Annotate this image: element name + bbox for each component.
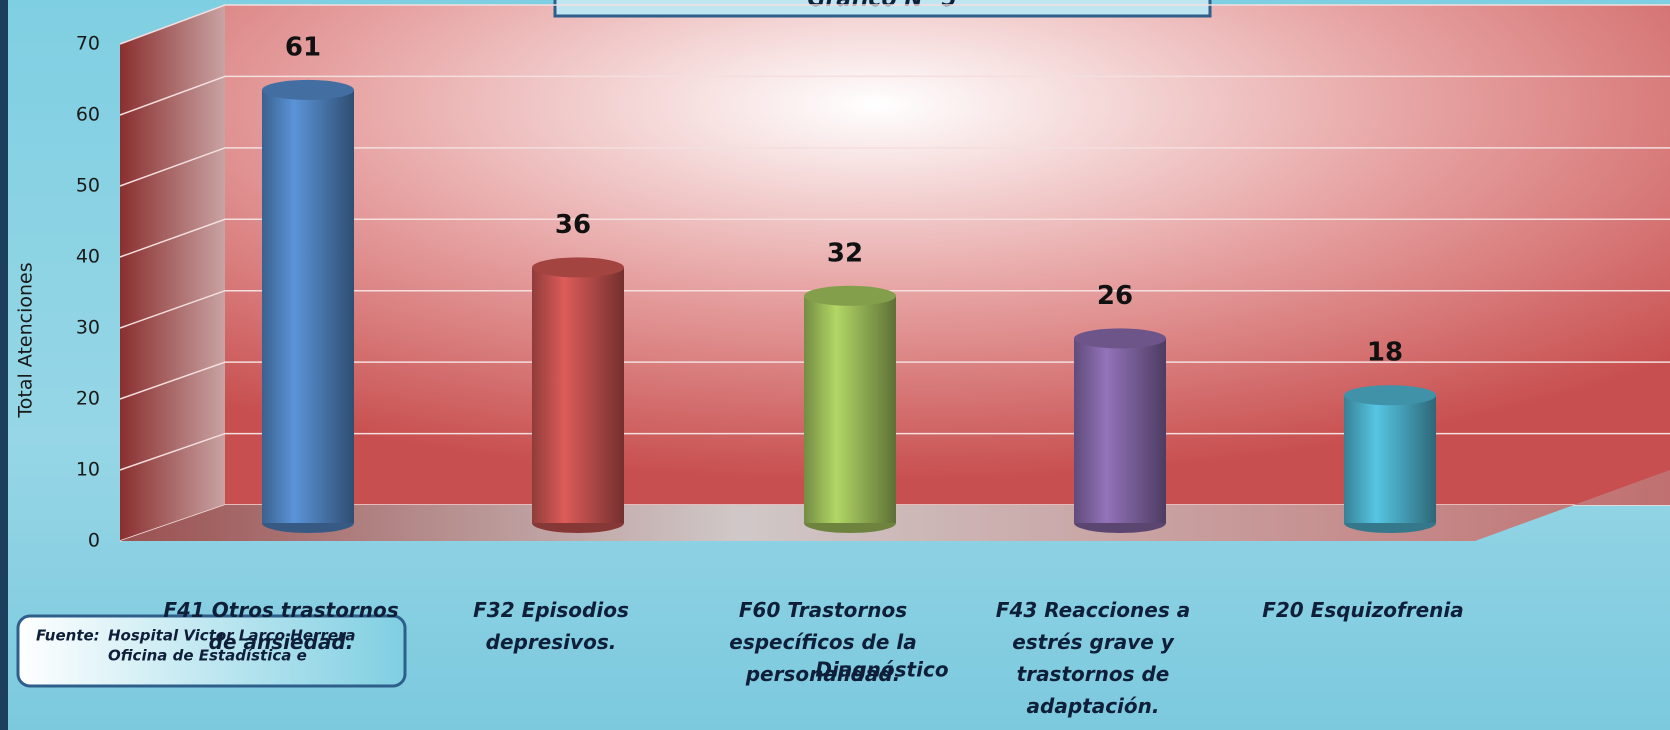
y-axis-label: Total Atenciones — [15, 262, 37, 418]
bar-top — [1344, 385, 1436, 406]
bar-top — [804, 285, 896, 306]
side-wall — [120, 5, 225, 541]
source-line: Hospital Victor Larco Herrera — [108, 627, 356, 645]
source-line: Oficina de Estadística e — [108, 647, 307, 665]
y-tick-label: 10 — [76, 459, 100, 481]
data-label: 36 — [555, 210, 591, 240]
grid-line — [119, 4, 1670, 45]
bar-top — [262, 79, 354, 100]
grid-line — [119, 75, 1670, 116]
source-label: Fuente: — [36, 627, 100, 645]
grid-line — [119, 147, 1670, 187]
bar-top — [532, 257, 624, 278]
bar — [262, 89, 354, 524]
grid-line — [119, 361, 1670, 400]
y-tick-label: 70 — [76, 33, 100, 55]
grid-line — [119, 218, 1670, 258]
bar — [1344, 395, 1436, 523]
back-wall — [225, 5, 1670, 505]
x-tick-label: F43 Reacciones a estrés grave y trastorn… — [995, 598, 1191, 718]
bar — [532, 267, 624, 523]
data-label: 18 — [1367, 338, 1403, 368]
chart-title: Gráfico N° 5 — [807, 0, 956, 12]
data-label: 26 — [1097, 281, 1133, 311]
bar-top — [1074, 328, 1166, 349]
x-tick-label: F41 Otros trastornos de ansiedad. — [163, 598, 399, 654]
bar — [804, 295, 896, 523]
y-tick-label: 20 — [76, 388, 100, 410]
source-box — [16, 614, 407, 688]
bar — [1074, 338, 1166, 523]
x-tick-label: F32 Episodios depresivos. — [473, 598, 629, 654]
grid-line — [119, 432, 1670, 471]
x-axis-label: Diagnóstico — [815, 658, 948, 682]
y-tick-label: 0 — [88, 530, 100, 552]
data-label: 32 — [827, 238, 863, 268]
title-box — [553, 0, 1212, 18]
x-tick-label: F20 Esquizofrenia — [1262, 598, 1464, 622]
left-edge — [0, 0, 8, 730]
x-tick-label: F60 Trastornos específicos de la persona… — [729, 598, 917, 686]
y-tick-label: 50 — [76, 175, 100, 197]
data-label: 61 — [285, 32, 321, 62]
grid-line — [119, 289, 1670, 329]
y-tick-label: 40 — [76, 246, 100, 268]
y-tick-label: 60 — [76, 104, 100, 126]
y-tick-label: 30 — [76, 317, 100, 339]
